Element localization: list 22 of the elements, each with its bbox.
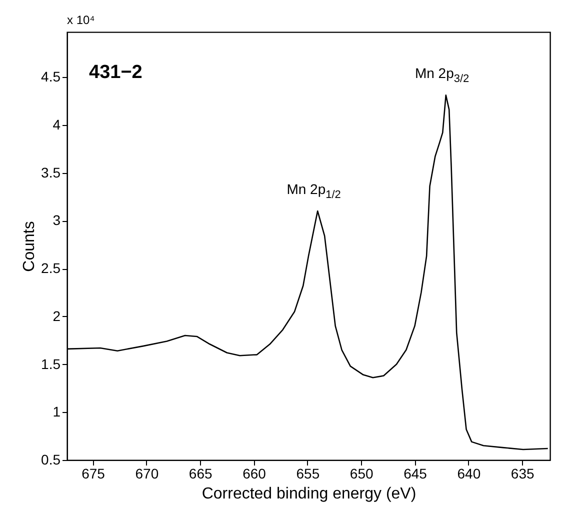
y-axis-title: Counts — [21, 221, 38, 272]
y-tick-label: 2 — [52, 308, 61, 324]
text: x 10⁴ — [67, 13, 95, 27]
x-tick-label: 660 — [242, 466, 266, 482]
y-tick-label: 4 — [52, 116, 61, 132]
y-tick-label: 2.5 — [41, 260, 61, 276]
y-tick-label: 4.5 — [41, 68, 61, 84]
y-tick-label: 1 — [52, 404, 61, 420]
x-tick-label: 665 — [188, 466, 212, 482]
annotation: 431−2 — [89, 62, 142, 83]
x-axis-title: Corrected binding energy (eV) — [202, 486, 416, 502]
x-tick-label: 645 — [404, 466, 428, 482]
y-tick-label: 1.5 — [41, 356, 61, 372]
x-tick-label: 635 — [510, 466, 534, 482]
y-tick-label: 3 — [52, 212, 61, 228]
x-tick-label: 675 — [82, 466, 106, 482]
x-tick-label: 650 — [350, 466, 374, 482]
y-tick-label: 3.5 — [41, 164, 61, 180]
y-tick-label: 0.5 — [41, 452, 61, 468]
x-tick-label: 655 — [296, 466, 320, 482]
x-tick-label: 670 — [135, 466, 159, 482]
x-tick-label: 640 — [457, 466, 481, 482]
